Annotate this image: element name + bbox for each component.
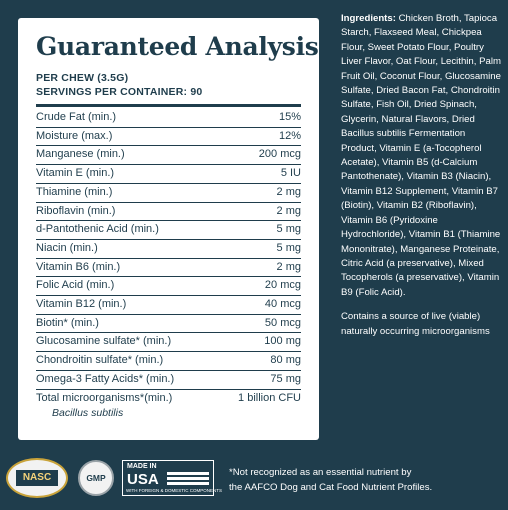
nutrient-name: Vitamin B6 (min.) bbox=[36, 260, 121, 273]
nutrient-name: Glucosamine sulfate* (min.) bbox=[36, 335, 172, 348]
analysis-row: Manganese (min.) 200 mcg bbox=[36, 146, 301, 166]
nutrient-name: Biotin* (min.) bbox=[36, 316, 99, 329]
flag-stripes-icon bbox=[167, 472, 209, 486]
nutrient-name: Crude Fat (min.) bbox=[36, 111, 117, 123]
nutrient-value: 2 mg bbox=[276, 260, 301, 273]
per-chew-label: PER CHEW (3.5G) bbox=[36, 72, 129, 84]
nutrient-name: Vitamin B12 (min.) bbox=[36, 298, 127, 311]
nutrient-value: 1 billion CFU bbox=[238, 391, 301, 404]
nutrient-value: 20 mcg bbox=[264, 279, 301, 292]
analysis-row: Thiamine (min.) 2 mg bbox=[36, 184, 301, 203]
nasc-seal-icon: NASC bbox=[6, 458, 68, 498]
nutrient-name: Omega-3 Fatty Acids* (min.) bbox=[36, 372, 175, 385]
nutrient-value: 40 mcg bbox=[264, 298, 301, 311]
nutrient-name: Vitamin E (min.) bbox=[36, 167, 115, 180]
analysis-row: Folic Acid (min.) 20 mcg bbox=[36, 277, 301, 297]
nutrient-name: Thiamine (min.) bbox=[36, 185, 113, 198]
made-in-label: MADE IN bbox=[127, 463, 157, 470]
analysis-row: Glucosamine sulfate* (min.) 100 mg bbox=[36, 333, 301, 353]
ingredients-label: Ingredients: bbox=[341, 13, 396, 24]
aafco-footnote: *Not recognized as an essential nutrient… bbox=[229, 466, 499, 495]
nutrient-value: 5 mg bbox=[276, 241, 301, 254]
ingredients-text: Ingredients: Chicken Broth, Tapioca Star… bbox=[341, 12, 501, 300]
footnote-line-1: *Not recognized as an essential nutrient… bbox=[229, 467, 412, 478]
nutrient-value: 80 mg bbox=[270, 354, 301, 367]
analysis-row: d-Pantothenic Acid (min.) 5 mg bbox=[36, 221, 301, 240]
nutrient-value: 100 mg bbox=[264, 335, 301, 348]
nasc-seal-text: NASC bbox=[16, 470, 58, 486]
analysis-table: Crude Fat (min.) 15% Moisture (max.) 12% Man… bbox=[36, 109, 301, 407]
live-microorganisms-note: Contains a source of live (viable) natur… bbox=[341, 311, 490, 337]
nutrient-value: 2 mg bbox=[276, 204, 301, 217]
analysis-row: Vitamin E (min.) 5 IU bbox=[36, 165, 301, 184]
analysis-row: Vitamin B12 (min.) 40 mcg bbox=[36, 296, 301, 315]
guaranteed-analysis-panel: Guaranteed Analysis PER CHEW (3.5G) SERV… bbox=[18, 18, 319, 440]
ingredients-list: Chicken Broth, Tapioca Starch, Flaxseed … bbox=[341, 13, 501, 298]
nutrient-name: Moisture (max.) bbox=[36, 129, 113, 142]
analysis-row: Riboflavin (min.) 2 mg bbox=[36, 203, 301, 222]
nutrient-value: 200 mcg bbox=[258, 148, 301, 161]
nutrient-value: 5 IU bbox=[280, 167, 301, 180]
nutrient-value: 5 mg bbox=[276, 223, 301, 236]
divider-thick bbox=[36, 104, 301, 107]
analysis-row: Biotin* (min.) 50 mcg bbox=[36, 315, 301, 334]
analysis-row: Omega-3 Fatty Acids* (min.) 75 mg bbox=[36, 371, 301, 390]
nutrient-value: 15% bbox=[278, 111, 301, 123]
panel-title: Guaranteed Analysis bbox=[36, 32, 319, 61]
analysis-row: Total microorganisms*(min.) 1 billion CFU bbox=[36, 390, 301, 408]
nutrient-name: d-Pantothenic Acid (min.) bbox=[36, 223, 159, 236]
total-microorganisms-species: Bacillus subtilis bbox=[52, 407, 124, 420]
analysis-row: Chondroitin sulfate* (min.) 80 mg bbox=[36, 352, 301, 371]
nutrient-name: Niacin (min.) bbox=[36, 241, 98, 254]
nutrient-name: Total microorganisms*(min.) bbox=[36, 391, 173, 404]
usa-label: USA bbox=[127, 471, 159, 488]
analysis-row: Niacin (min.) 5 mg bbox=[36, 240, 301, 259]
nutrient-name: Riboflavin (min.) bbox=[36, 204, 116, 217]
ingredients-section: Ingredients: Chicken Broth, Tapioca Star… bbox=[341, 12, 501, 339]
analysis-row: Moisture (max.) 12% bbox=[36, 128, 301, 147]
nutrient-value: 50 mcg bbox=[264, 316, 301, 329]
analysis-row: Crude Fat (min.) 15% bbox=[36, 109, 301, 128]
nutrient-name: Folic Acid (min.) bbox=[36, 279, 115, 292]
nutrient-value: 75 mg bbox=[270, 372, 301, 385]
servings-label: SERVINGS PER CONTAINER: 90 bbox=[36, 86, 203, 98]
gmp-seal-icon: GMP bbox=[78, 460, 114, 496]
nutrient-value: 12% bbox=[278, 129, 301, 142]
footnote-line-2: the AAFCO Dog and Cat Food Nutrient Prof… bbox=[229, 481, 433, 493]
usa-tagline: WITH FOREIGN & DOMESTIC COMPONENTS bbox=[126, 488, 223, 493]
nutrient-name: Manganese (min.) bbox=[36, 148, 125, 161]
nutrient-value: 2 mg bbox=[276, 185, 301, 198]
made-in-usa-badge-icon: MADE IN USA WITH FOREIGN & DOMESTIC COMP… bbox=[122, 460, 222, 496]
analysis-row: Vitamin B6 (min.) 2 mg bbox=[36, 259, 301, 278]
nutrient-name: Chondroitin sulfate* (min.) bbox=[36, 354, 164, 367]
